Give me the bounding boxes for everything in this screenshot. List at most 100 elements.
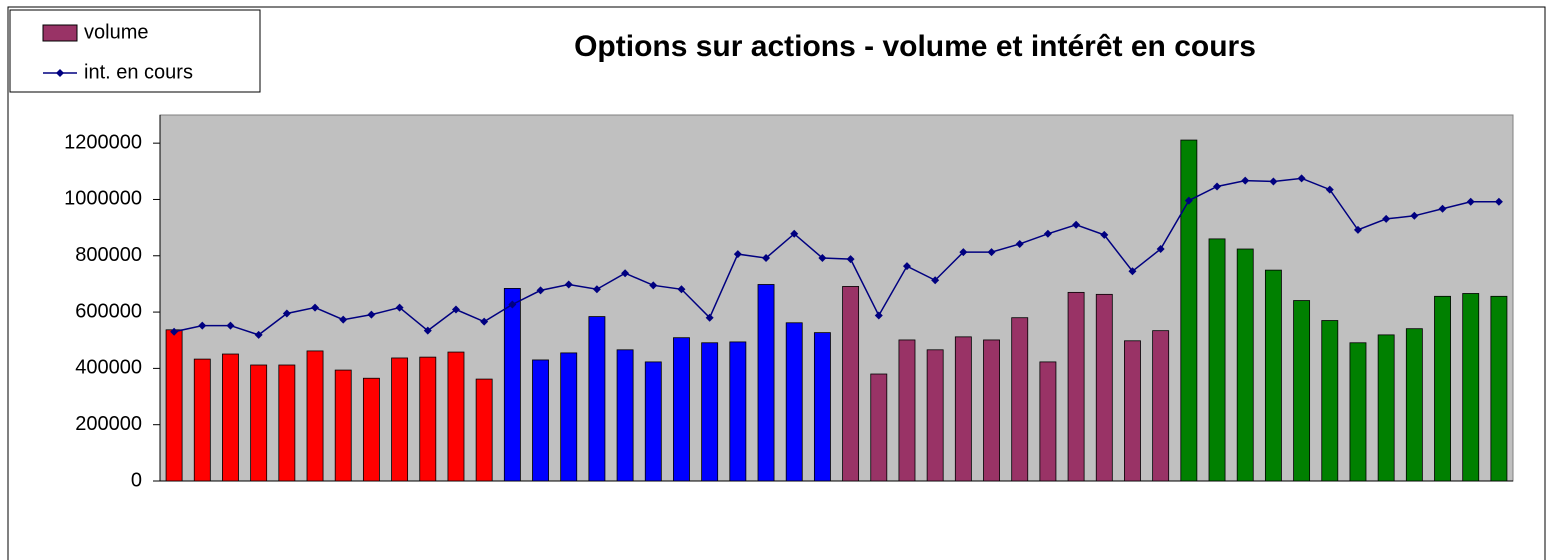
bar	[1236, 248, 1254, 482]
bar	[447, 351, 465, 482]
line-marker	[959, 248, 968, 257]
bar	[1434, 295, 1451, 482]
bar	[757, 284, 775, 482]
line-marker	[508, 300, 517, 309]
bar	[616, 349, 634, 482]
line-marker	[1353, 225, 1362, 234]
line-marker	[1494, 197, 1503, 206]
bar	[1067, 291, 1085, 482]
bar	[785, 322, 803, 482]
bar	[954, 336, 972, 482]
line-marker	[818, 254, 827, 263]
bar	[560, 352, 578, 482]
legend-marker	[56, 69, 64, 77]
bar	[419, 356, 437, 482]
bar	[1180, 139, 1198, 482]
line-marker	[395, 303, 404, 312]
line-marker	[536, 286, 545, 295]
bar	[673, 337, 690, 482]
y-tick-label: 800000	[75, 244, 142, 266]
y-tick-label: 200000	[75, 413, 142, 435]
line-marker	[762, 254, 771, 263]
chart-title: Options sur actions - volume et intérêt …	[574, 30, 1256, 63]
legend-box	[9, 9, 261, 93]
bar	[222, 353, 239, 482]
line-marker	[846, 255, 855, 264]
line-marker	[987, 248, 996, 257]
line-marker	[1325, 185, 1334, 194]
y-tick-label: 400000	[75, 357, 142, 379]
bar	[926, 349, 944, 482]
bar	[701, 342, 719, 482]
plot-area	[159, 114, 1514, 482]
bar	[362, 377, 380, 482]
line-marker	[1382, 214, 1391, 223]
bar	[278, 364, 296, 482]
line-marker	[1213, 182, 1222, 191]
line-marker	[677, 285, 686, 294]
line-marker	[1297, 174, 1306, 183]
y-tick-label: 0	[131, 469, 142, 491]
bar	[391, 357, 409, 482]
line-marker	[282, 309, 291, 318]
line	[173, 177, 1499, 336]
line-marker	[1241, 176, 1250, 185]
line-marker	[874, 311, 883, 320]
legend-label: int. en cours	[84, 61, 193, 83]
bar	[1095, 293, 1113, 482]
line-marker	[1072, 220, 1081, 229]
line-marker	[1269, 177, 1278, 186]
bar	[898, 339, 916, 482]
bar	[842, 286, 860, 482]
line-marker	[423, 326, 432, 335]
bar	[644, 361, 662, 482]
line-marker	[226, 321, 235, 330]
line-marker	[621, 269, 630, 278]
line-marker	[1184, 196, 1193, 205]
line-marker	[1043, 229, 1052, 238]
line-marker	[1128, 267, 1137, 276]
bar	[334, 369, 352, 482]
line-marker	[1015, 239, 1024, 248]
line-marker	[1438, 204, 1447, 213]
line-marker	[480, 317, 489, 326]
line-marker	[649, 281, 658, 290]
line-marker	[1156, 245, 1165, 254]
bar	[475, 378, 493, 482]
line-marker	[902, 262, 911, 271]
y-tick-label: 600000	[75, 300, 142, 322]
bar	[1349, 342, 1367, 482]
legend-swatch	[42, 24, 78, 42]
legend-label: volume	[84, 21, 148, 43]
line-marker	[1466, 197, 1475, 206]
bar	[983, 339, 1000, 482]
bar	[503, 288, 521, 482]
line-marker	[564, 280, 573, 289]
line-marker	[339, 315, 348, 324]
bar	[532, 359, 549, 482]
bar	[1039, 361, 1057, 482]
line-marker	[451, 305, 460, 314]
line-marker	[790, 229, 799, 238]
bar	[1152, 330, 1170, 482]
bar	[1011, 317, 1029, 482]
line-marker	[733, 250, 742, 259]
bar	[1405, 328, 1423, 482]
bar	[306, 350, 324, 482]
bar	[250, 364, 268, 482]
y-tick-label: 1000000	[64, 188, 142, 210]
line-marker	[170, 327, 179, 336]
bar	[1377, 334, 1395, 482]
bar	[1293, 300, 1311, 482]
line-marker	[931, 276, 940, 285]
bar	[1462, 293, 1480, 482]
bar	[193, 358, 211, 482]
bar	[1321, 320, 1339, 482]
bar	[1124, 340, 1141, 482]
line-marker	[1410, 211, 1419, 220]
line-marker	[367, 310, 376, 319]
bar	[588, 316, 606, 482]
line-marker	[705, 313, 714, 322]
line-marker	[1100, 230, 1109, 239]
